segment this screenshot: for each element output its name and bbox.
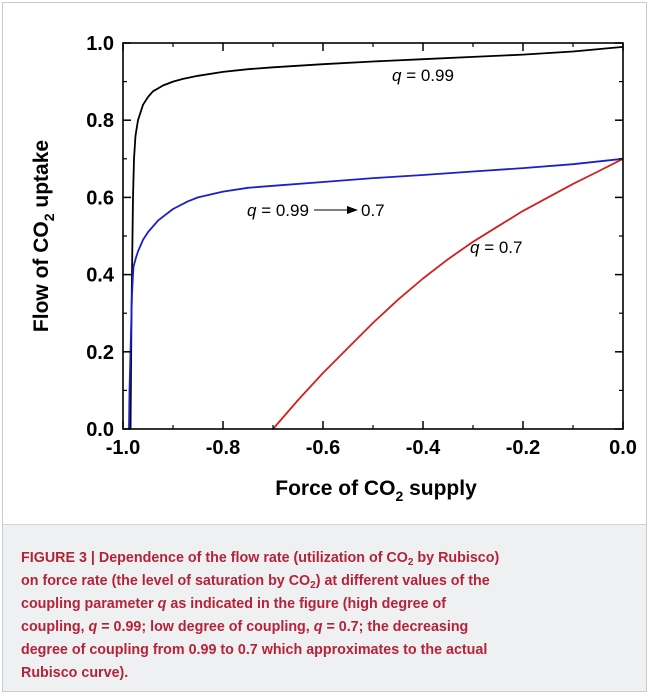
- series-line-q07: [272, 157, 624, 430]
- y-tick-label: 0.4: [86, 265, 115, 287]
- x-tick-label: 0.0: [609, 437, 637, 459]
- figure-caption-box: FIGURE 3 | Dependence of the flow rate (…: [3, 524, 646, 691]
- x-tick-label: -0.8: [206, 437, 240, 459]
- x-tick-label: -0.2: [506, 437, 540, 459]
- annotation-q099-to-07-label: q = 0.99: [247, 201, 309, 220]
- annotation-q099-to-07-target: 0.7: [361, 201, 385, 220]
- series-line-q099: [129, 46, 624, 430]
- annotation-q099-top: q = 0.99: [392, 66, 454, 85]
- figure-label: FIGURE 3 |: [21, 550, 99, 566]
- figure-caption: FIGURE 3 | Dependence of the flow rate (…: [21, 550, 500, 681]
- x-tick-label: -0.4: [406, 437, 441, 459]
- x-tick-label: -0.6: [306, 437, 340, 459]
- annotation-arrowhead: [347, 206, 358, 214]
- y-tick-label: 0.6: [86, 187, 114, 209]
- series-layer: [128, 46, 624, 430]
- x-axis-title: Force of CO2 supply: [275, 477, 477, 504]
- chart: -1.0 -0.8 -0.6 -0.4 -0.2 0.0 0.0 0.2 0.4 0.6 0.8 1.…: [30, 33, 637, 504]
- y-tick-label: 0.0: [86, 419, 114, 441]
- y-tick-label: 0.2: [86, 342, 114, 364]
- plot-area: [122, 42, 624, 430]
- annotation-q07: q = 0.7: [470, 238, 522, 257]
- series-line-q099-to-07: [128, 157, 624, 430]
- y-tick-label: 0.8: [86, 110, 114, 132]
- x-tick-label: -1.0: [106, 437, 140, 459]
- ticks-layer: -1.0 -0.8 -0.6 -0.4 -0.2 0.0 0.0 0.2 0.4 0.6 0.8 1.…: [86, 33, 637, 459]
- y-tick-label: 1.0: [86, 33, 114, 55]
- y-axis-title: Flow of CO2 uptake: [30, 140, 57, 332]
